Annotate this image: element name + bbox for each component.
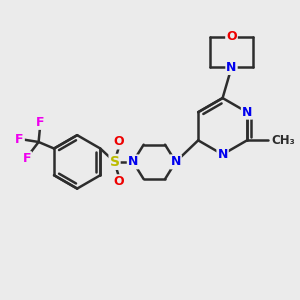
Text: O: O [226,30,237,43]
Text: N: N [128,155,138,168]
Text: S: S [110,155,120,169]
Text: N: N [226,61,237,74]
Text: F: F [22,152,31,165]
Text: N: N [170,155,181,168]
Text: F: F [36,116,44,129]
Text: O: O [114,175,124,188]
Text: O: O [114,136,124,148]
Text: F: F [15,133,24,146]
Text: N: N [242,106,252,119]
Text: CH₃: CH₃ [272,134,295,147]
Text: N: N [218,148,228,161]
